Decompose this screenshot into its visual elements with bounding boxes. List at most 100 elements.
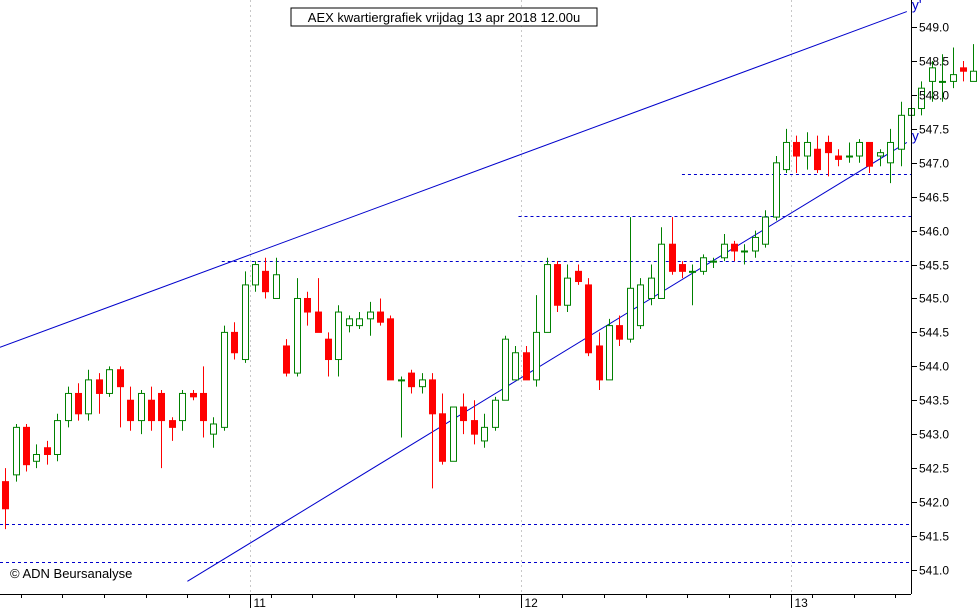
candle-body: [169, 420, 176, 428]
candle-body: [346, 318, 353, 327]
candle-body: [762, 216, 769, 245]
candle: [762, 210, 769, 248]
candle: [408, 369, 415, 394]
y-tick-label: 544.0: [919, 360, 949, 374]
candle-body: [242, 284, 249, 361]
trendline-label: y: [912, 127, 919, 143]
candle-body: [564, 277, 571, 306]
candle-body: [575, 270, 582, 283]
candle: [679, 261, 686, 279]
y-tick-label: 542.5: [919, 462, 949, 476]
candle: [825, 135, 832, 177]
x-date-label: 11: [254, 596, 267, 610]
candle-body: [75, 392, 82, 415]
candle-body: [398, 379, 405, 382]
candle: [887, 128, 894, 184]
candle-body: [741, 250, 748, 253]
candle-body: [304, 297, 311, 313]
trendline-label: y': [912, 0, 922, 13]
chart-title: AEX kwartiergrafiek vrijdag 13 apr 2018 …: [290, 7, 598, 27]
candle-body: [210, 423, 217, 435]
candle: [75, 383, 82, 421]
y-tick-label: 547.0: [919, 157, 949, 171]
candle-body: [950, 74, 957, 82]
candle-body: [721, 243, 728, 259]
y-tick-label: 541.0: [919, 564, 949, 578]
candle-body: [200, 392, 207, 422]
candle: [929, 61, 936, 102]
candle-body: [117, 369, 124, 388]
candle: [200, 366, 207, 438]
candle-body: [138, 392, 145, 422]
candle: [138, 390, 145, 435]
candle-body: [877, 152, 884, 157]
candle-body: [252, 264, 259, 286]
candle-body: [627, 287, 634, 340]
candle-body: [367, 311, 374, 320]
candle-body: [544, 264, 551, 333]
candle-body: [679, 264, 686, 272]
candle: [158, 390, 165, 469]
candle: [793, 135, 800, 173]
candle: [554, 261, 561, 313]
candle-body: [783, 141, 790, 171]
candle-body: [814, 148, 821, 171]
candle-body: [221, 331, 228, 428]
candle-body: [325, 338, 332, 361]
candle: [294, 278, 301, 377]
candle: [179, 390, 186, 431]
y-tick-label: 548.5: [919, 55, 949, 69]
candle: [33, 444, 40, 469]
candle: [242, 271, 249, 363]
candle: [773, 156, 780, 221]
candle: [741, 244, 748, 265]
candle: [533, 295, 540, 387]
candle: [65, 386, 72, 428]
candle: [460, 393, 467, 435]
candle: [54, 413, 61, 462]
candle-body: [596, 345, 603, 381]
candle: [190, 390, 197, 401]
candle: [325, 332, 332, 377]
candle-body: [33, 454, 40, 462]
chart-credit: © ADN Beursanalyse: [10, 566, 132, 581]
x-date-label: 12: [525, 596, 539, 610]
candle: [731, 240, 738, 262]
candle: [252, 261, 259, 292]
candle-body: [387, 318, 394, 381]
y-tick-label: 549.0: [919, 21, 949, 35]
candle-body: [408, 372, 415, 388]
candle: [700, 254, 707, 275]
candle-body: [835, 155, 842, 160]
candle: [387, 315, 394, 381]
candle-body: [190, 392, 197, 398]
candle-layer: [2, 44, 977, 530]
candle: [658, 227, 665, 299]
candle-body: [658, 243, 665, 299]
candle-body: [669, 243, 676, 272]
candle: [315, 278, 322, 333]
candle-body: [637, 284, 644, 327]
candle: [2, 468, 9, 530]
candle-body: [179, 392, 186, 422]
candle: [23, 423, 30, 472]
level-layer: [0, 174, 911, 563]
candle-body: [127, 399, 134, 422]
candle-body: [918, 87, 925, 110]
candle: [710, 257, 717, 268]
candle: [367, 301, 374, 336]
candle-body: [960, 67, 967, 72]
candle-body: [231, 331, 238, 354]
candle-body: [13, 426, 20, 476]
candle-body: [512, 352, 519, 381]
candle-body: [585, 284, 592, 354]
y-tick-label: 541.5: [919, 530, 949, 544]
candle: [96, 373, 103, 414]
candle-body: [793, 141, 800, 157]
candle-body: [54, 420, 61, 456]
candle-body: [939, 80, 946, 83]
candle: [169, 417, 176, 441]
candle: [106, 366, 113, 397]
candle: [356, 312, 363, 330]
